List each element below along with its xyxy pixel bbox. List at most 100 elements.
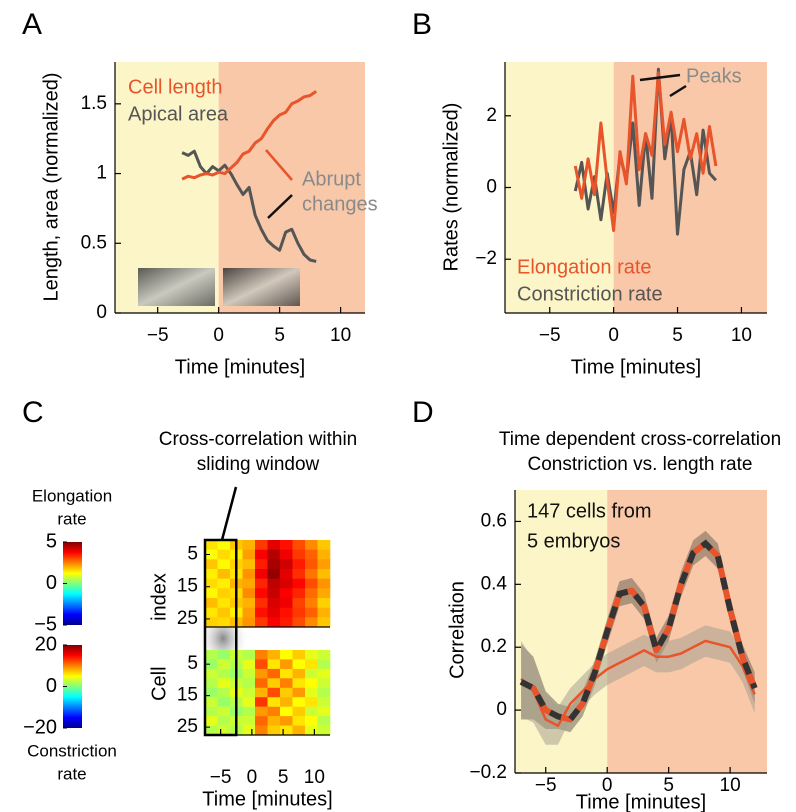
heatmap-cell <box>305 725 318 736</box>
heatmap-cell <box>305 668 318 679</box>
heatmap-cell <box>255 678 268 688</box>
heatmap-cell <box>255 598 268 608</box>
heatmap-cell <box>217 607 231 618</box>
x-tick-label: 5 <box>278 767 289 788</box>
heatmap-cell <box>280 559 293 570</box>
x-tick-label: −5 <box>539 325 561 346</box>
heatmap-cell <box>305 607 318 618</box>
heatmap-cell <box>205 540 218 550</box>
heatmap-cell <box>242 569 256 579</box>
x-tick-label: 10 <box>731 325 752 346</box>
panel-letter: A <box>22 8 42 41</box>
colorbar-tick-label: −20 <box>23 716 57 738</box>
y-tick-label: 1 <box>96 163 107 184</box>
heatmap-cell <box>255 687 268 698</box>
y-axis-label: Rates (normalized) <box>440 103 462 272</box>
heatmap-cell <box>305 716 318 726</box>
heatmap-cell <box>255 617 268 628</box>
heatmap-cell <box>280 607 293 618</box>
heatmap-cell <box>242 716 256 726</box>
series-line <box>181 90 318 181</box>
heatmap-cell <box>267 569 281 579</box>
colorbar-label: Elongation <box>32 486 112 505</box>
heatmap-cell <box>255 706 268 717</box>
annotation: Peaks <box>686 65 742 87</box>
y-tick-label: 0.2 <box>481 636 507 657</box>
series-line-dash <box>519 539 758 723</box>
heatmap-cell <box>255 697 268 707</box>
heatmap-cell <box>242 540 256 550</box>
heatmap-cell <box>280 588 293 599</box>
x-tick-label: 0 <box>247 767 258 788</box>
heatmap-cell <box>267 540 281 550</box>
heatmap-cell <box>280 569 293 579</box>
heatmap-cell <box>217 588 231 599</box>
heatmap-cell <box>317 540 331 550</box>
heatmap-cell <box>242 697 256 707</box>
x-tick-label: 10 <box>720 775 741 796</box>
heatmap-cell <box>205 697 218 707</box>
heatmap-cell <box>267 706 281 717</box>
y-tick-label: −2 <box>475 248 497 269</box>
heatmap-cell <box>317 668 331 679</box>
heatmap-cell <box>242 588 256 599</box>
heatmap-cell <box>217 650 231 660</box>
heatmap-cell <box>292 549 306 560</box>
y-axis-label: Correlation <box>446 581 468 679</box>
heatmap-cell <box>205 687 218 698</box>
heatmap-cell <box>242 678 256 688</box>
heatmap-cell <box>280 697 293 707</box>
x-tick-label: 5 <box>663 775 674 796</box>
heatmap-cell <box>292 678 306 688</box>
heatmap-cell <box>305 598 318 608</box>
y-axis-label: Cell index <box>148 573 170 701</box>
heatmap-cell <box>305 549 318 560</box>
heatmap-cell <box>242 559 256 570</box>
series-line <box>181 149 317 263</box>
error-band <box>521 625 755 745</box>
heatmap-cell <box>317 659 331 670</box>
legend-entry: Constriction rate <box>517 283 663 305</box>
heatmap-cell <box>255 569 268 579</box>
heatmap-cell <box>280 668 293 679</box>
heatmap-cell <box>292 650 306 660</box>
heatmap-cell <box>217 598 231 608</box>
heatmap-cell <box>280 617 293 628</box>
annotation-pointer <box>220 486 238 541</box>
heatmap-cell <box>242 725 256 736</box>
thumbnail <box>223 268 300 306</box>
heatmap-cell <box>217 706 231 717</box>
heatmap-cell <box>305 706 318 717</box>
heatmap-cell <box>292 725 306 736</box>
x-axis-label: Time [minutes] <box>202 788 332 810</box>
heatmap-cell <box>217 725 231 736</box>
heatmap-cell <box>292 559 306 570</box>
annotation: Abrupt <box>302 168 361 190</box>
heatmap-cell <box>242 687 256 698</box>
colorbar <box>63 645 82 728</box>
heatmap-cell <box>305 687 318 698</box>
heatmap-cell <box>305 697 318 707</box>
heatmap-cell <box>217 559 231 570</box>
y-tick-label: 0.4 <box>481 573 508 594</box>
heatmap-cell <box>217 678 231 688</box>
heatmap-cell <box>255 716 268 726</box>
heatmap-cell <box>267 687 281 698</box>
heatmap-cell <box>242 598 256 608</box>
heatmap-cell <box>280 687 293 698</box>
heatmap-cell <box>267 578 281 589</box>
y-tick-label: 25 <box>177 716 198 737</box>
colorbar-tick-label: 20 <box>35 633 57 655</box>
y-tick-label: 0 <box>96 302 107 323</box>
y-tick-label: 0.6 <box>481 510 507 531</box>
panel-letter: D <box>412 396 434 429</box>
annotation-pointer <box>669 84 687 98</box>
heatmap-cell <box>205 569 218 579</box>
y-tick-label: 5 <box>187 544 198 565</box>
heatmap-cell <box>267 607 281 618</box>
x-tick-label: −5 <box>535 775 557 796</box>
heatmap-cell <box>305 588 318 599</box>
heatmap-cell <box>292 706 306 717</box>
heatmap-cell <box>267 650 281 660</box>
heatmap-cell <box>292 668 306 679</box>
